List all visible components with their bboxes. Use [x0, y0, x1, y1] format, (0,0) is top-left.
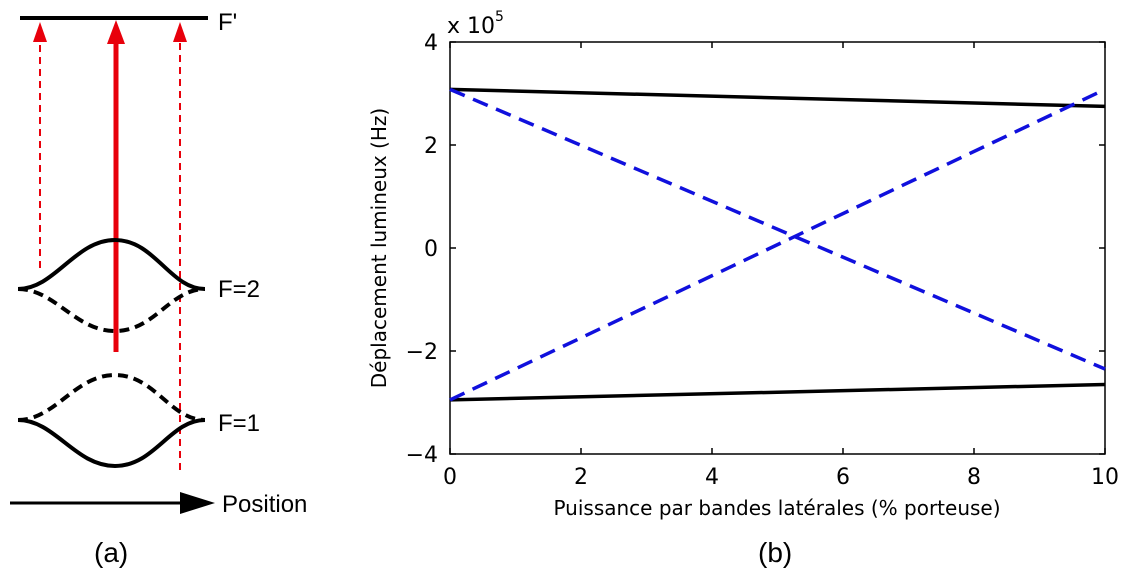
series-layer	[449, 87, 1106, 402]
position-label: Position	[222, 491, 307, 518]
y-multiplier: x 105	[447, 9, 504, 39]
f1-curve-dashed	[17, 372, 206, 422]
series-line-1-solid	[449, 87, 1106, 109]
y-tick-label: 2	[424, 134, 438, 159]
caption-a: (a)	[94, 537, 128, 568]
y-axis-label: Déplacement lumineux (Hz)	[367, 108, 391, 388]
y-tick-label: 4	[424, 31, 438, 56]
caption-b: (b)	[758, 537, 792, 568]
panel-a: F' F=2 F=1 Position (a)	[10, 9, 307, 568]
series-line-4-dashed	[449, 87, 1106, 402]
x-axis-label: Puissance par bandes latérales (% porteu…	[553, 496, 1000, 520]
x-tick-label: 10	[1091, 465, 1119, 490]
f2-curve-solid	[17, 237, 206, 291]
y-tick-label: −2	[406, 340, 438, 365]
level-label-f1: F=1	[218, 410, 260, 437]
level-label-f2: F=2	[218, 276, 260, 303]
f1-curve-solid	[17, 418, 206, 469]
y-ticks: 4 2 0 −2 −4	[406, 31, 1105, 468]
series-line-3-dashed	[449, 87, 1106, 371]
arrowhead-center-icon	[107, 20, 125, 44]
x-tick-label: 6	[836, 465, 850, 490]
level-label-fprime: F'	[218, 9, 237, 36]
panel-b: x 105 0 2 4 6 8 10 4 2 0 −2 −4 Puissance par band…	[367, 9, 1119, 568]
position-arrowhead-icon	[180, 492, 215, 514]
arrowhead-right-icon	[173, 22, 187, 42]
x-tick-label: 4	[705, 465, 719, 490]
y-tick-label: −4	[406, 443, 438, 468]
f2-curve-dashed	[17, 287, 206, 334]
x-ticks: 0 2 4 6 8 10	[443, 42, 1119, 490]
arrowhead-left-icon	[33, 22, 47, 42]
x-tick-label: 2	[574, 465, 588, 490]
x-tick-label: 0	[443, 465, 457, 490]
series-line-2-solid	[449, 382, 1106, 402]
y-tick-label: 0	[424, 237, 438, 262]
x-tick-label: 8	[967, 465, 981, 490]
